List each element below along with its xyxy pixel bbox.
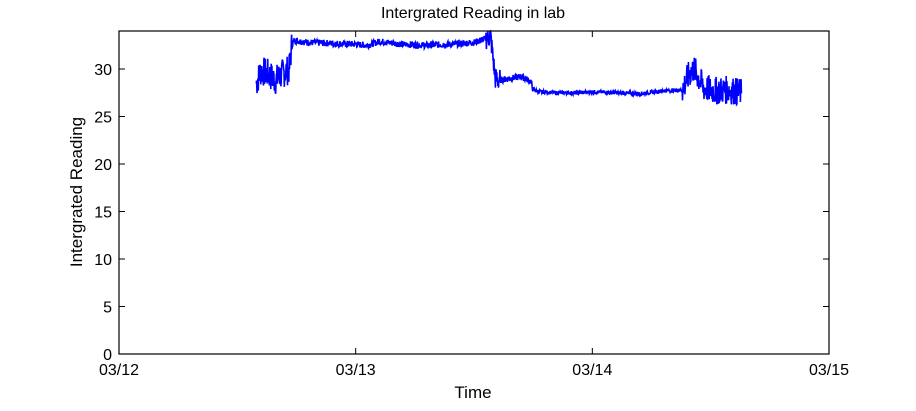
series-line (255, 29, 743, 107)
x-tick-label: 03/15 (809, 362, 849, 379)
x-tick-label: 03/13 (336, 362, 376, 379)
x-axis-label: Time (454, 383, 491, 402)
y-axis-label: Intergrated Reading (67, 117, 86, 267)
ticks-layer: 0 5 10 15 20 25 30 03/12 03/13 03/14 03/15 (94, 31, 849, 379)
y-tick-label: 20 (94, 157, 112, 174)
y-tick-label: 30 (94, 62, 112, 79)
y-tick-label: 25 (94, 110, 112, 127)
plot-area-frame (118, 30, 830, 355)
y-tick-label: 5 (103, 300, 112, 317)
y-tick-label: 10 (94, 252, 112, 269)
x-tick-label: 03/14 (572, 362, 612, 379)
x-tick-label: 03/12 (99, 362, 139, 379)
chart-title: Intergrated Reading in lab (381, 5, 565, 22)
y-tick-label: 0 (103, 347, 112, 364)
y-tick-label: 15 (94, 205, 112, 222)
